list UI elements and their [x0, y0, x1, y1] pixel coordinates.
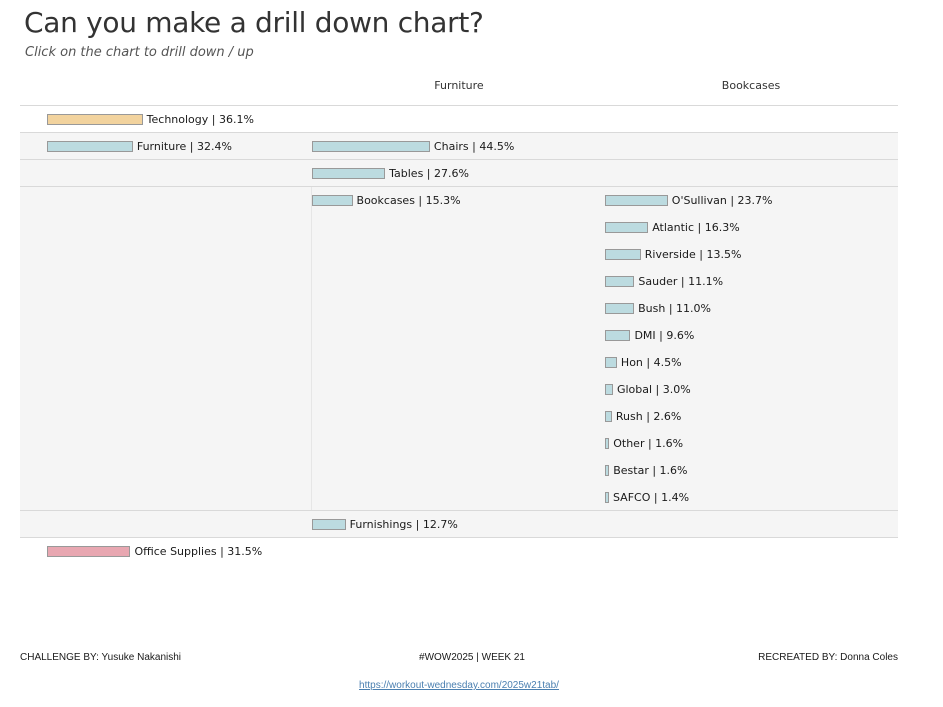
manufacturer-atlantic-label[interactable]: Atlantic | 16.3% [652, 221, 740, 234]
manufacturer-sauder-label[interactable]: Sauder | 11.1% [638, 275, 724, 288]
category-technology-bar[interactable] [47, 114, 143, 125]
category-technology-label[interactable]: Technology | 36.1% [146, 113, 254, 126]
category-furniture-label[interactable]: Furniture | 32.4% [136, 140, 232, 153]
column-header-bookcases: Bookcases [721, 79, 781, 92]
row-separator [20, 537, 898, 538]
row-separator [20, 105, 898, 106]
manufacturer-o-sullivan-label[interactable]: O'Sullivan | 23.7% [671, 194, 773, 207]
manufacturer-bush-bar[interactable] [605, 303, 635, 314]
category-office-supplies-label[interactable]: Office Supplies | 31.5% [134, 545, 263, 558]
manufacturer-rush-label[interactable]: Rush | 2.6% [615, 410, 682, 423]
manufacturer-bestar-bar[interactable] [605, 465, 610, 476]
row-separator [20, 186, 898, 187]
manufacturer-o-sullivan-bar[interactable] [605, 195, 668, 206]
manufacturer-other-label[interactable]: Other | 1.6% [613, 437, 684, 450]
manufacturer-hon-label[interactable]: Hon | 4.5% [620, 356, 682, 369]
subcategory-chairs-label[interactable]: Chairs | 44.5% [433, 140, 515, 153]
row-separator [20, 159, 898, 160]
column-header-furniture: Furniture [434, 79, 484, 92]
page-subtitle: Click on the chart to drill down / up [25, 45, 254, 60]
subcategory-furnishings-bar[interactable] [312, 519, 346, 530]
manufacturer-hon-bar[interactable] [605, 357, 617, 368]
manufacturer-dmi-bar[interactable] [605, 330, 631, 341]
manufacturer-safco-bar[interactable] [605, 492, 609, 503]
row-separator [20, 132, 898, 133]
drilled-subcategory-divider [311, 186, 312, 510]
manufacturer-global-bar[interactable] [605, 384, 613, 395]
page-title: Can you make a drill down chart? [24, 6, 484, 39]
recreated-credit: RECREATED BY: Donna Coles [758, 652, 898, 663]
subcategory-bookcases-bar[interactable] [312, 195, 353, 206]
category-furniture-bar[interactable] [47, 141, 133, 152]
drilled-category-band [20, 132, 898, 537]
manufacturer-riverside-label[interactable]: Riverside | 13.5% [644, 248, 742, 261]
manufacturer-rush-bar[interactable] [605, 411, 612, 422]
manufacturer-bush-label[interactable]: Bush | 11.0% [638, 302, 712, 315]
subcategory-bookcases-label[interactable]: Bookcases | 15.3% [356, 194, 461, 207]
subcategory-furnishings-label[interactable]: Furnishings | 12.7% [349, 518, 458, 531]
manufacturer-other-bar[interactable] [605, 438, 610, 449]
drill-down-chart[interactable]: Technology | 36.1% Furniture | 32.4% Chair… [20, 105, 898, 565]
challenge-credit: CHALLENGE BY: Yusuke Nakanishi [20, 652, 182, 663]
manufacturer-bestar-label[interactable]: Bestar | 1.6% [613, 464, 688, 477]
manufacturer-sauder-bar[interactable] [605, 276, 635, 287]
manufacturer-atlantic-bar[interactable] [605, 222, 649, 233]
subcategory-tables-bar[interactable] [312, 168, 386, 179]
workout-wednesday-link[interactable]: https://workout-wednesday.com/2025w21tab… [359, 680, 559, 691]
week-label: #WOW2025 | WEEK 21 [419, 652, 525, 663]
manufacturer-safco-label[interactable]: SAFCO | 1.4% [613, 491, 690, 504]
category-office-supplies-bar[interactable] [47, 546, 131, 557]
manufacturer-dmi-label[interactable]: DMI | 9.6% [634, 329, 695, 342]
row-separator [20, 510, 898, 511]
subcategory-tables-label[interactable]: Tables | 27.6% [389, 167, 469, 180]
manufacturer-global-label[interactable]: Global | 3.0% [616, 383, 691, 396]
subcategory-chairs-bar[interactable] [312, 141, 430, 152]
manufacturer-riverside-bar[interactable] [605, 249, 641, 260]
